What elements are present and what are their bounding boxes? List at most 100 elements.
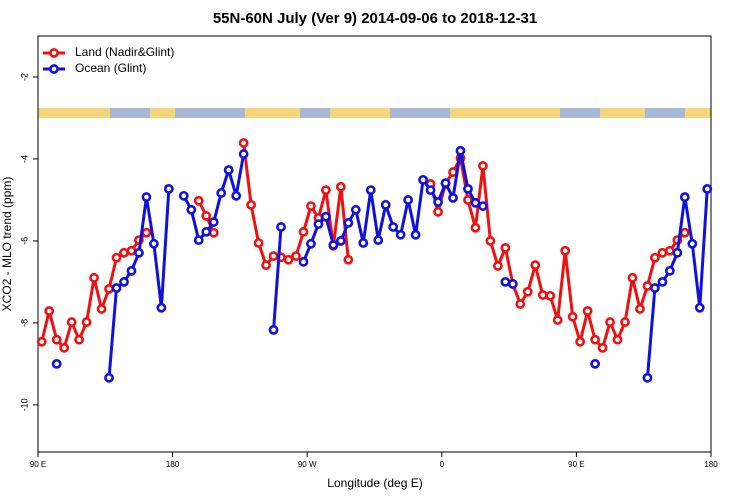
data-point (313, 219, 324, 230)
data-point (193, 235, 204, 246)
data-point (238, 149, 249, 159)
y-tick-label: -8 (19, 319, 29, 327)
map-sea (390, 108, 450, 118)
data-point (119, 247, 129, 258)
data-point (545, 290, 556, 301)
x-tick-label: 180 (704, 460, 718, 469)
map-sea (645, 108, 685, 118)
data-point (358, 238, 369, 248)
data-point (59, 342, 70, 353)
data-point (193, 195, 204, 206)
data-point (380, 199, 391, 210)
data-point (51, 334, 62, 345)
data-point (612, 334, 623, 345)
data-point (320, 211, 331, 222)
data-point (664, 245, 675, 256)
data-point (261, 260, 271, 271)
data-point (679, 227, 690, 238)
data-point (343, 217, 354, 228)
data-point (418, 174, 429, 185)
data-point (657, 247, 668, 258)
data-point (253, 238, 264, 248)
data-point (485, 236, 496, 246)
data-point (403, 195, 414, 205)
x-tick-label: 90 W (298, 460, 317, 469)
data-point (679, 192, 690, 202)
data-point (298, 227, 309, 237)
data-point (350, 204, 361, 215)
data-point (298, 256, 309, 267)
data-point (478, 201, 488, 211)
data-point (163, 183, 174, 194)
data-point (306, 238, 316, 249)
y-tick-label: -10 (19, 398, 29, 411)
data-point (238, 138, 249, 148)
data-point (433, 197, 443, 207)
map-sea (560, 108, 600, 118)
data-point (89, 272, 99, 283)
data-point (216, 188, 227, 198)
data-point (478, 161, 488, 171)
data-point (74, 334, 85, 345)
data-point (620, 317, 630, 327)
data-point (635, 304, 645, 314)
data-point (575, 336, 586, 347)
data-point (522, 286, 533, 297)
data-point (410, 229, 421, 240)
data-point (463, 183, 473, 194)
legend-marker (49, 48, 59, 58)
data-point (335, 181, 346, 192)
data-point (141, 227, 152, 238)
y-tick-label: -2 (19, 73, 29, 81)
data-point (104, 372, 114, 383)
data-point (440, 178, 451, 189)
data-point (470, 222, 481, 233)
data-point (328, 240, 339, 250)
data-point (291, 251, 301, 261)
data-point (268, 251, 279, 261)
x-tick-label: 90 E (30, 460, 46, 469)
data-point (455, 145, 466, 156)
data-point (582, 306, 593, 316)
data-point (650, 283, 660, 293)
map-land (38, 108, 711, 118)
data-point (650, 252, 660, 263)
data-point (463, 195, 473, 205)
data-point (156, 302, 167, 313)
data-point (44, 306, 55, 316)
data-point (470, 197, 481, 208)
map-strip (38, 108, 711, 118)
data-point (507, 279, 518, 289)
data-point (702, 183, 713, 194)
data-point (425, 185, 436, 196)
x-tick-label: 180 (166, 460, 180, 469)
data-point (96, 304, 107, 314)
x-tick-label: 0 (440, 460, 445, 469)
data-point (186, 204, 197, 215)
data-point (642, 281, 653, 291)
data-point (605, 317, 615, 327)
data-point (560, 245, 571, 256)
chart-title: 55N-60N July (Ver 9) 2014-09-06 to 2018-… (213, 10, 537, 27)
y-axis-label: XCO2 - MLO trend (ppm) (0, 177, 14, 312)
data-point (320, 185, 331, 196)
data-point (552, 315, 563, 325)
data-point (335, 236, 346, 246)
data-point (134, 247, 144, 258)
data-point (208, 217, 219, 227)
data-point (111, 252, 122, 263)
data-point (149, 238, 159, 249)
data-point (141, 192, 152, 202)
data-point (590, 334, 600, 345)
legend-marker (49, 64, 59, 74)
data-point (537, 290, 548, 300)
data-point (590, 358, 600, 369)
data-point (66, 317, 77, 327)
data-point (306, 201, 316, 211)
data-point (246, 199, 257, 210)
data-point (687, 238, 698, 249)
data-point (642, 372, 653, 383)
plot-frame (37, 35, 712, 453)
data-point (500, 242, 511, 253)
